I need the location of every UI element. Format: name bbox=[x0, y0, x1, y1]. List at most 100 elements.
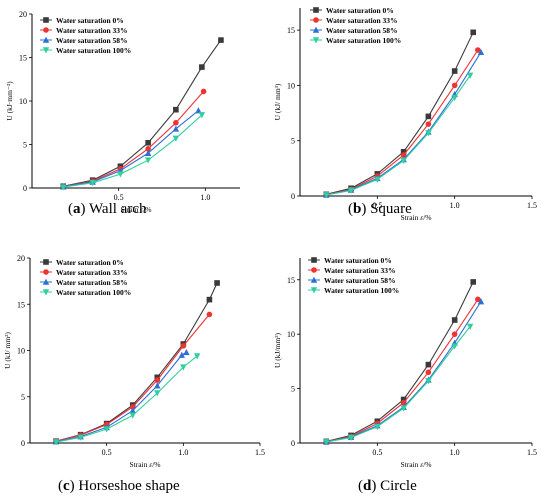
legend-marker bbox=[313, 7, 319, 13]
legend-label: Water saturation 100% bbox=[56, 46, 131, 55]
legend-label: Water saturation 0% bbox=[56, 16, 124, 25]
legend-marker bbox=[43, 259, 49, 265]
series-s58 bbox=[52, 348, 190, 445]
data-point bbox=[400, 157, 407, 165]
data-point bbox=[77, 434, 84, 441]
legend-marker bbox=[310, 276, 318, 283]
y-axis-title: U (kJ/ mm³) bbox=[3, 332, 12, 369]
legend-marker bbox=[312, 37, 320, 44]
data-point bbox=[451, 68, 458, 74]
data-point bbox=[206, 311, 213, 318]
x-tick-label: 1.0 bbox=[450, 201, 460, 210]
x-tick-label: 1.0 bbox=[200, 193, 210, 202]
legend-marker bbox=[311, 257, 317, 263]
series-line bbox=[63, 110, 199, 188]
y-axis-title: U (kJ/ mm³) bbox=[273, 83, 282, 120]
legend-marker bbox=[43, 27, 49, 33]
y-tick-label: 5 bbox=[291, 385, 295, 394]
x-axis-title: Strain ε/% bbox=[400, 213, 431, 222]
chart-panel-d: 0 5 10 15 0.5 1.0 1.5 Strain ε/% U (kJ/mm³) Water… bbox=[273, 256, 537, 494]
x-tick-label: 0.5 bbox=[102, 448, 112, 457]
data-point bbox=[206, 296, 213, 303]
legend-label: Water saturation 58% bbox=[326, 26, 398, 35]
data-point bbox=[425, 361, 432, 368]
data-point bbox=[60, 184, 67, 191]
data-point bbox=[451, 331, 458, 337]
data-point bbox=[129, 412, 136, 419]
y-tick-label: 5 bbox=[21, 393, 25, 402]
data-point bbox=[470, 29, 477, 36]
data-point bbox=[52, 439, 60, 446]
legend-label: Water saturation 33% bbox=[56, 26, 128, 35]
x-tick-label: 1.0 bbox=[450, 448, 460, 457]
data-point bbox=[198, 112, 206, 119]
data-point bbox=[178, 351, 185, 358]
legend-label: Water saturation 0% bbox=[324, 256, 392, 265]
series-line bbox=[326, 301, 482, 443]
data-point bbox=[466, 323, 474, 330]
legend: Water saturation 0%Water saturation 33% W… bbox=[40, 16, 131, 55]
data-point bbox=[323, 192, 330, 199]
series-s100 bbox=[52, 353, 201, 446]
y-tick-label: 15 bbox=[287, 276, 295, 285]
series-s0 bbox=[323, 29, 477, 198]
legend-marker bbox=[311, 267, 317, 273]
data-point bbox=[89, 179, 96, 187]
data-point bbox=[180, 343, 187, 349]
data-point bbox=[117, 171, 124, 178]
series-line bbox=[55, 314, 210, 442]
series-line bbox=[326, 32, 474, 195]
data-point bbox=[195, 107, 202, 114]
data-point bbox=[172, 135, 180, 142]
data-point bbox=[475, 47, 481, 53]
y-tick-label: 0 bbox=[21, 439, 25, 448]
legend-marker bbox=[42, 36, 50, 43]
chart-panel-c: 0 5 10 15 20 0.5 1.0 1.5 Strain ε/% U (kJ/ mm³) Wa… bbox=[3, 254, 265, 494]
data-point bbox=[183, 348, 190, 356]
data-point bbox=[477, 48, 485, 56]
legend-marker bbox=[42, 289, 50, 296]
data-point bbox=[154, 377, 161, 383]
chart-panel-a: 0 5 10 15 20 0.5 1.0 Strain ε/% U (kJ·mm⁻³) Water… bbox=[5, 10, 240, 217]
legend-label: Water saturation 33% bbox=[326, 16, 398, 25]
data-point bbox=[172, 125, 180, 132]
x-axis-title: Strain ε/% bbox=[129, 460, 160, 469]
data-point bbox=[347, 187, 355, 194]
y-tick-label: 20 bbox=[19, 10, 27, 19]
y-tick-label: 10 bbox=[287, 81, 295, 90]
series-s100 bbox=[323, 323, 474, 446]
x-tick-label: 0.5 bbox=[114, 193, 124, 202]
data-point bbox=[425, 130, 432, 137]
data-point bbox=[144, 157, 152, 164]
series-line bbox=[326, 51, 482, 196]
series-line bbox=[326, 75, 471, 196]
data-point bbox=[347, 434, 355, 441]
legend-label: Water saturation 33% bbox=[56, 268, 128, 277]
x-tick-label: 0.5 bbox=[372, 201, 382, 210]
y-axis-title: U (kJ/mm³) bbox=[273, 333, 282, 368]
series-s100 bbox=[323, 72, 474, 199]
legend: Water saturation 0%Water saturation 33%W… bbox=[310, 6, 401, 45]
data-point bbox=[425, 378, 432, 385]
data-point bbox=[218, 37, 224, 43]
y-tick-label: 0 bbox=[291, 439, 295, 448]
legend-label: Water saturation 0% bbox=[56, 258, 124, 267]
series-line bbox=[63, 114, 203, 188]
series-s0 bbox=[323, 279, 477, 445]
x-axis-title: Strain ε/% bbox=[120, 205, 151, 214]
data-point bbox=[400, 396, 407, 403]
series-s58 bbox=[323, 298, 485, 445]
y-tick-label: 5 bbox=[23, 141, 27, 150]
data-point bbox=[425, 113, 432, 120]
data-point bbox=[451, 94, 458, 101]
legend: Water saturation 0%Water saturation 33% W… bbox=[40, 258, 131, 297]
y-tick-label: 10 bbox=[19, 97, 27, 106]
y-tick-label: 10 bbox=[17, 347, 25, 356]
caption-d: (d) Circle bbox=[358, 478, 417, 494]
x-axis-title: Strain ε/% bbox=[400, 460, 431, 469]
legend-label: Water saturation 100% bbox=[326, 36, 401, 45]
caption-b: (b) Square bbox=[348, 201, 412, 217]
data-point bbox=[180, 364, 187, 371]
legend-label: Water saturation 100% bbox=[56, 288, 131, 297]
data-point bbox=[154, 382, 161, 389]
